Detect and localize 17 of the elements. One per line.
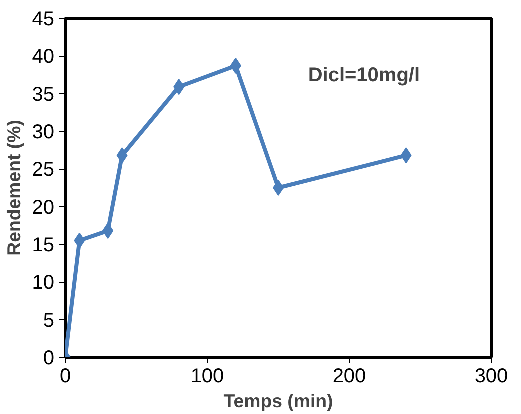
x-tick-label: 0 [60,366,72,388]
x-tick-label: 300 [474,366,508,388]
x-axis-title: Temps (min) [224,390,334,412]
y-tick-label: 5 [43,310,54,332]
annotation: Dicl=10mg/l [308,64,420,86]
x-tick-label: 200 [332,366,366,388]
y-tick-label: 35 [32,84,55,106]
y-tick-label: 20 [32,196,55,219]
y-tick-label: 45 [32,8,55,30]
y-tick-label: 25 [32,159,55,182]
y-tick-label: 15 [32,234,55,256]
x-tick-label: 100 [190,366,224,388]
y-tick-label: 40 [32,46,55,68]
y-tick-label: 0 [43,348,54,370]
y-tick-label: 10 [32,272,55,294]
y-tick-label: 30 [32,122,55,144]
y-axis-title: Rendement (%) [3,120,24,256]
